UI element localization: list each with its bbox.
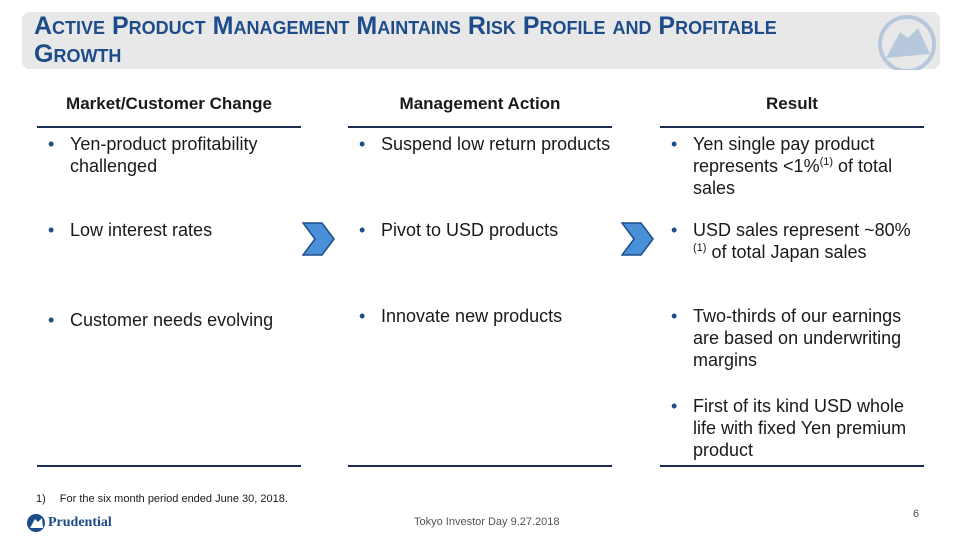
- arrow: [302, 222, 335, 256]
- page-number: 6: [913, 508, 920, 520]
- bullet-text: USD sales represent ~80%: [693, 220, 911, 240]
- bullet: Yen-product profitability challenged: [37, 133, 300, 177]
- column-heading: Market/Customer Change: [66, 94, 272, 113]
- bullet: Two-thirds of our earnings are based on …: [660, 305, 923, 371]
- bullet: USD sales represent ~80% (1) of total Jap…: [660, 219, 923, 263]
- rule: [660, 126, 924, 128]
- bullet: Pivot to USD products: [348, 219, 611, 241]
- bullet-text: of total Japan sales: [706, 242, 867, 262]
- rule: [37, 465, 301, 467]
- footer-event: Tokyo Investor Day 9.27.2018: [414, 516, 560, 528]
- bullet: Customer needs evolving: [37, 309, 300, 331]
- bullet-text: Yen single pay product represents <1%: [693, 134, 875, 176]
- column-heading: Management Action: [399, 94, 561, 113]
- footnote: 1) For the six month period ended June 30…: [36, 493, 288, 505]
- title: Active Product Management Maintains Risk…: [34, 12, 777, 68]
- title-bar: [22, 12, 940, 69]
- top-logo: [878, 15, 936, 70]
- bullet: Suspend low return products: [348, 133, 611, 155]
- rule: [660, 465, 924, 467]
- logo-icon: [27, 514, 45, 532]
- bullet: Innovate new products: [348, 305, 611, 327]
- bullet: First of its kind USD whole life with fi…: [660, 395, 923, 461]
- rule: [348, 465, 612, 467]
- rule: [348, 126, 612, 128]
- bullet-text: of total sales: [693, 156, 893, 198]
- arrow: [621, 222, 654, 256]
- logo-text: Prudential: [48, 515, 112, 530]
- footnote-marker: 1): [36, 493, 46, 505]
- footnote-ref: (1): [693, 242, 707, 254]
- footnote-ref: (1): [819, 156, 834, 168]
- column-heading: Result: [766, 94, 818, 113]
- bullet: Yen single pay product represents <1%(1)…: [660, 133, 923, 199]
- bullet: Low interest rates: [37, 219, 300, 241]
- footnote-text: For the six month period ended June 30, …: [59, 493, 288, 505]
- rule: [37, 126, 301, 128]
